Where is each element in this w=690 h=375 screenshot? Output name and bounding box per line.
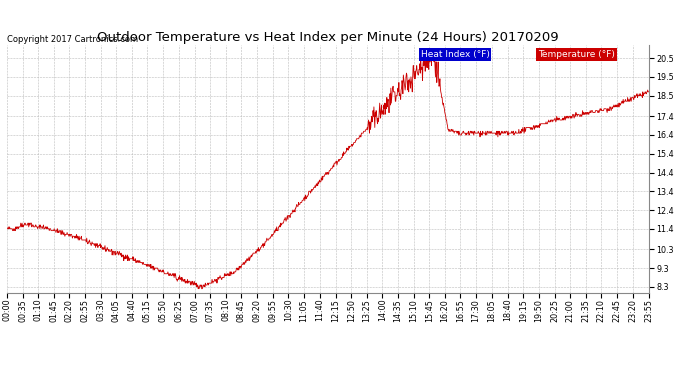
Title: Outdoor Temperature vs Heat Index per Minute (24 Hours) 20170209: Outdoor Temperature vs Heat Index per Mi… xyxy=(97,31,559,44)
Text: Heat Index (°F): Heat Index (°F) xyxy=(421,50,490,59)
Text: Temperature (°F): Temperature (°F) xyxy=(538,50,615,59)
Text: Copyright 2017 Cartronics.com: Copyright 2017 Cartronics.com xyxy=(7,35,138,44)
